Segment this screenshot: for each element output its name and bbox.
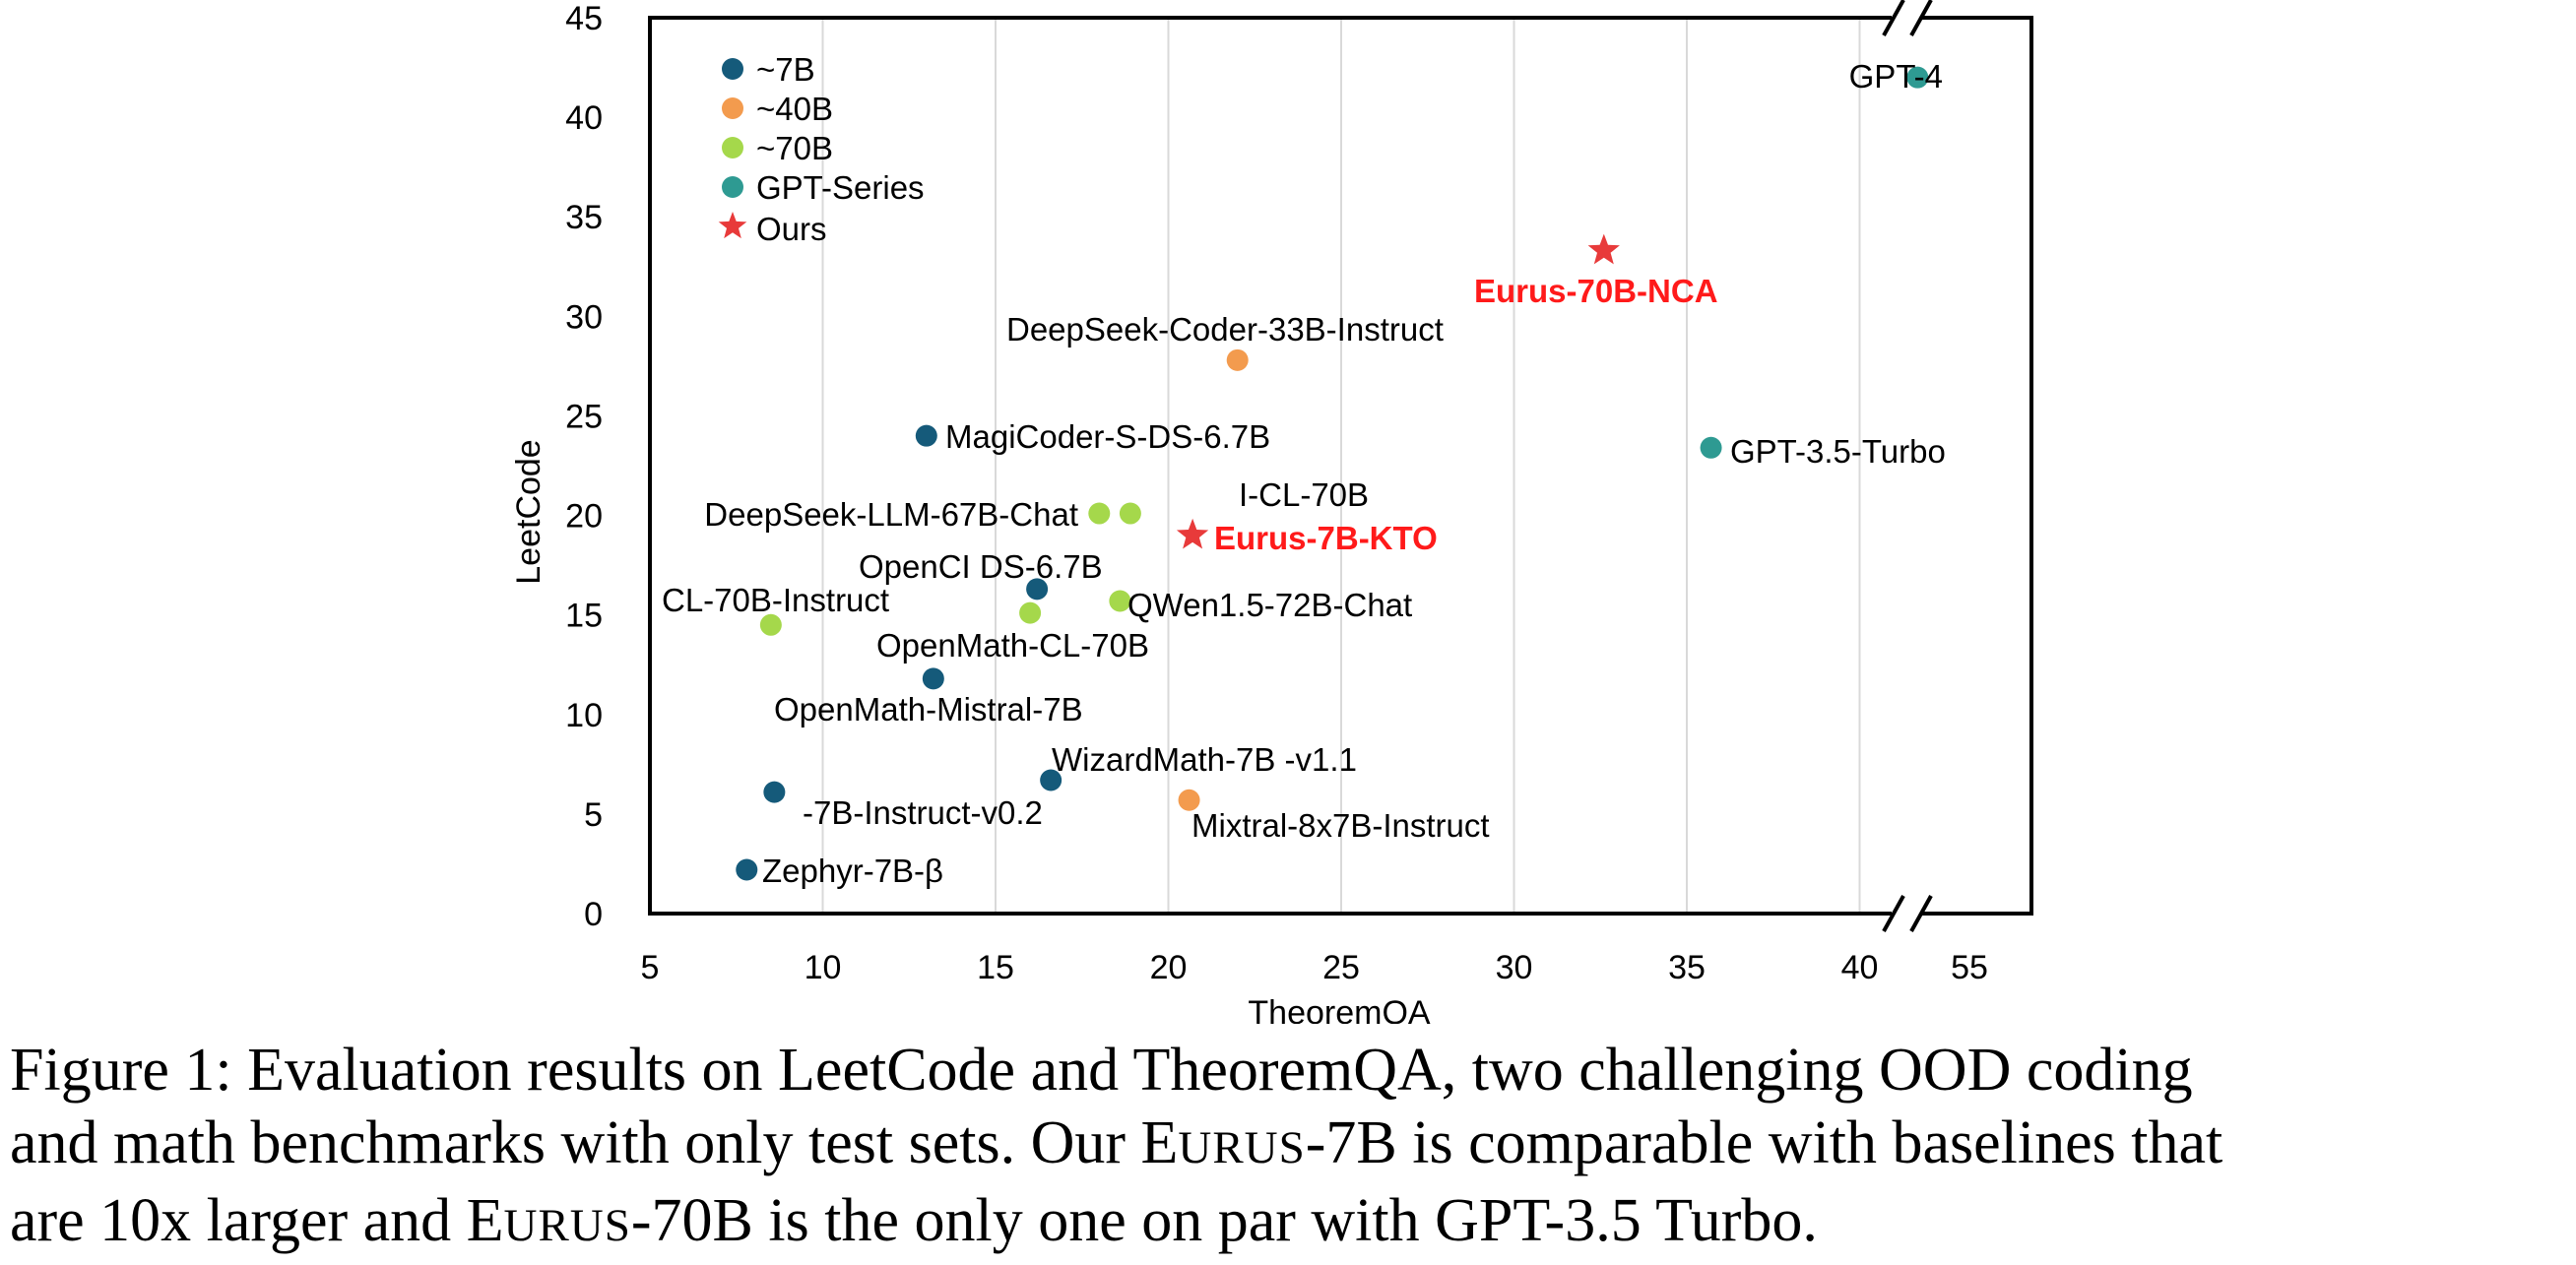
data-point [1019,602,1041,624]
data-point [736,859,757,881]
data-point [916,425,937,447]
caption-line-2-start: and math benchmarks with only test sets.… [10,1109,1141,1176]
data-point [763,782,785,803]
legend-marker [722,137,743,158]
y-tick-label: 5 [584,796,603,834]
y-tick-label: 20 [565,498,603,536]
caption-eurus-smallcaps: URUS [1178,1122,1305,1173]
data-point-label: QWen1.5-72B-Chat [1127,587,1412,623]
legend-label: ~7B [756,51,815,88]
legend-marker-star [719,212,747,238]
x-tick-label: 35 [1668,949,1706,986]
y-tick-label: 35 [565,199,603,236]
legend-marker [722,97,743,119]
x-tick-label: 55 [1951,949,1988,986]
figure-caption: Figure 1: Evaluation results on LeetCode… [10,1034,2570,1262]
axis-break-gap [1892,0,1921,41]
x-tick-label: 30 [1496,949,1533,986]
y-tick-label: 25 [565,398,603,435]
data-point-label: OpenMath-Mistral-7B [774,691,1083,727]
legend-label: Ours [756,211,827,247]
data-point [1120,503,1141,525]
x-axis-label: TheoremQA [1248,994,1430,1024]
caption-eurus-initial: E [467,1187,504,1254]
data-point [923,667,944,689]
y-axis-label: LeetCode [510,439,547,584]
axis-break-gap [1892,890,1921,937]
data-point-label: GPT-3.5-Turbo [1730,433,1946,470]
y-tick-label: 0 [584,896,603,933]
data-point-label: DeepSeek-LLM-67B-Chat [704,496,1078,533]
data-point [1701,437,1722,459]
legend-label: ~70B [756,130,833,166]
legend-label: ~40B [756,91,833,127]
data-point-star [1177,519,1208,549]
y-tick-label: 15 [565,598,603,635]
grid [823,18,1860,914]
legend-label: GPT-Series [756,169,925,206]
data-point [1088,503,1110,525]
y-tick-label: 45 [565,0,603,37]
legend-marker [722,58,743,80]
caption-line-3: are 10x larger and EURUS-70B is the only… [10,1184,2570,1262]
data-point-star [1588,234,1620,265]
y-tick-label: 30 [565,298,603,336]
data-point-label: WizardMath-7B -v1.1 [1052,741,1357,778]
y-tick-label: 10 [565,697,603,734]
data-point-label: Zephyr-7B-β [762,853,943,889]
x-tick-labels: 5 10 15 20 25 30 35 40 55 [641,949,1988,986]
data-point-label: CL-70B-Instruct [662,582,889,618]
x-tick-label: 20 [1150,949,1188,986]
caption-line-3-start: are 10x larger and [10,1187,467,1254]
legend-marker [722,176,743,198]
caption-line-2-end: -7B is comparable with baselines that [1306,1109,2222,1176]
x-tick-label: 25 [1322,949,1360,986]
data-point-label: OpenMath-CL-70B [876,627,1149,664]
data-point-label: Mixtral-8x7B-Instruct [1191,807,1490,844]
data-point-label: I-CL-70B [1239,476,1369,513]
x-tick-label: 40 [1841,949,1879,986]
caption-line-3-end: -70B is the only one on par with GPT-3.5… [631,1187,1818,1254]
data-point-label: GPT-4 [1849,58,1943,95]
data-point-label: Eurus-7B-KTO [1214,520,1438,556]
data-point-label: Eurus-70B-NCA [1474,273,1718,309]
y-tick-labels: 0 5 10 15 20 25 30 35 40 45 [565,0,603,933]
x-tick-label: 5 [641,949,660,986]
caption-eurus-smallcaps: URUS [504,1200,631,1251]
x-tick-label: 15 [977,949,1014,986]
data-point-label: -7B-Instruct-v0.2 [803,794,1043,831]
scatter-chart: 0 5 10 15 20 25 30 35 40 45 5 10 15 20 25 30 35 40 55 The… [0,0,2576,1024]
caption-line-2: and math benchmarks with only test sets.… [10,1107,2570,1184]
x-tick-label: 10 [805,949,842,986]
data-point-label: DeepSeek-Coder-33B-Instruct [1006,311,1444,348]
data-point [1227,349,1249,371]
y-tick-label: 40 [565,99,603,137]
data-point-label: OpenCI DS-6.7B [859,548,1103,585]
data-point-label: MagiCoder-S-DS-6.7B [945,418,1270,455]
caption-line-1: Figure 1: Evaluation results on LeetCode… [10,1034,2570,1107]
caption-eurus-initial: E [1141,1109,1179,1176]
